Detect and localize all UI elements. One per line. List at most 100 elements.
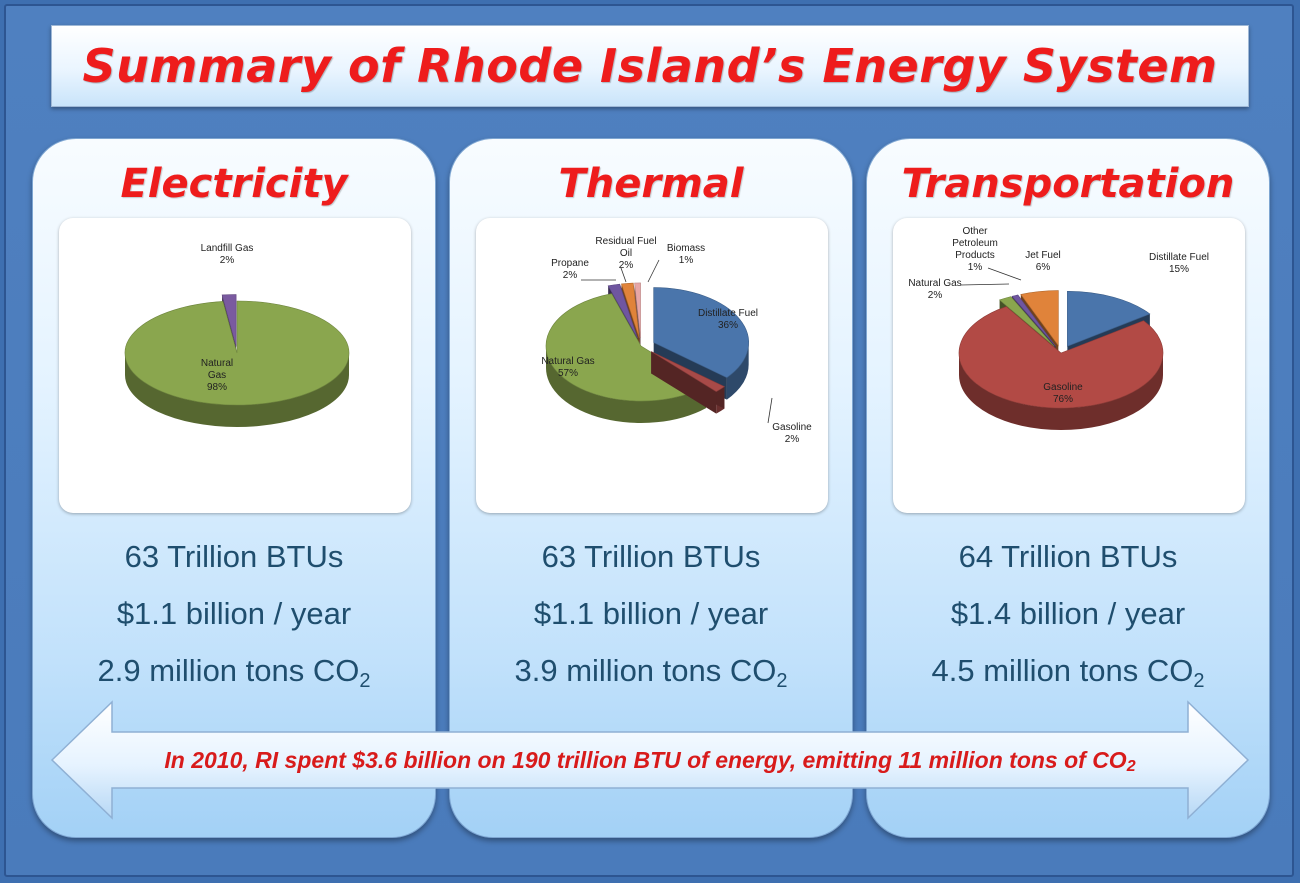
pie-slice-face <box>651 351 717 414</box>
stat-co2-subscript: 2 <box>776 670 788 692</box>
slice-label-line: 36% <box>718 320 738 331</box>
stat-cost: $1.4 billion / year <box>950 596 1186 631</box>
stat-co2-text: 2.9 million tons CO <box>97 653 360 688</box>
slice-label-line: 2% <box>928 290 943 301</box>
pie-slice-top <box>1011 294 1056 347</box>
slice-label-line: 2% <box>220 255 235 266</box>
pie-chart-electricity: Natural Gas 98% Landfill Gas 2% <box>124 243 350 427</box>
panel-title: Electricity <box>120 161 348 207</box>
slice-label-line: Landfill Gas <box>201 243 254 254</box>
stats-thermal: 63 Trillion BTUs $1.1 billion / year 3.9… <box>450 535 852 706</box>
pie-slice-natural-gas <box>124 300 350 427</box>
pie-slice-top <box>621 282 640 339</box>
pie-slice-top <box>607 283 638 339</box>
title-banner: Summary of Rhode Island’s Energy System <box>51 25 1249 107</box>
pie-slice-side <box>959 353 1163 430</box>
stat-cost: $1.1 billion / year <box>116 596 352 631</box>
panel-title: Transportation <box>901 161 1235 207</box>
stat-btu: 63 Trillion BTUs <box>124 539 344 574</box>
callout-line <box>960 283 1010 286</box>
slice-label-line: Jet Fuel <box>1025 250 1061 261</box>
slice-label-line: 1% <box>968 262 983 273</box>
stat-co2-subscript: 2 <box>359 670 371 692</box>
slice-label-line: Gasoline <box>772 422 812 433</box>
slice-label-biomass: Biomass 1% <box>667 243 705 266</box>
page-title: Summary of Rhode Island’s Energy System <box>82 39 1218 93</box>
slice-label-line: Residual Fuel <box>595 236 656 247</box>
slice-label-line: 2% <box>563 270 578 281</box>
pie-slice-side <box>546 346 707 423</box>
pie-slice-side <box>125 353 349 427</box>
slice-label-line: Propane <box>551 258 589 269</box>
stat-co2-subscript: 2 <box>1193 670 1205 692</box>
pie-slice-top <box>1067 290 1151 347</box>
slice-label-line: Gasoline <box>1043 382 1083 393</box>
slice-label-line: 1% <box>679 255 694 266</box>
summary-text: In 2010, RI spent $3.6 billion on 190 tr… <box>164 747 1127 773</box>
callout-line <box>647 259 660 283</box>
callout-line <box>767 397 773 424</box>
stat-co2-text: 3.9 million tons CO <box>514 653 777 688</box>
slice-label-residual-fuel-oil: Residual Fuel Oil 2% <box>595 236 656 271</box>
stat-btu: 63 Trillion BTUs <box>541 539 761 574</box>
slice-label-distillate-fuel: Distillate Fuel 15% <box>1149 252 1209 275</box>
slice-label-line: 6% <box>1036 262 1051 273</box>
pie-slice-side <box>726 342 749 400</box>
summary-arrow-text: In 2010, RI spent $3.6 billion on 190 tr… <box>50 742 1250 778</box>
slice-label-line: Natural <box>201 358 233 369</box>
slice-label-gasoline: Gasoline 2% <box>772 422 812 445</box>
stat-co2-text: 4.5 million tons CO <box>931 653 1194 688</box>
slice-label-jet-fuel: Jet Fuel 6% <box>1025 250 1061 273</box>
stat-cost: $1.1 billion / year <box>533 596 769 631</box>
chart-box-transportation: Distillate Fuel 15% Gasoline 76% Natural Gas… <box>893 218 1245 513</box>
panel-transportation: Transportation Distillate Fuel 15% Gasolin… <box>866 138 1270 838</box>
slice-label-line: Natural Gas <box>541 356 594 367</box>
slice-label-line: 57% <box>558 368 578 379</box>
pie-slice-top <box>958 306 1164 409</box>
slice-label-line: Petroleum <box>952 238 998 249</box>
slice-label-line: 2% <box>785 434 800 445</box>
slice-label-natural-gas: Natural Gas 57% <box>541 356 594 379</box>
slice-label-line: Biomass <box>667 243 705 254</box>
stat-co2: 4.5 million tons CO2 <box>867 649 1269 706</box>
slice-label-line: 15% <box>1169 264 1189 275</box>
stats-transportation: 64 Trillion BTUs $1.4 billion / year 4.5… <box>867 535 1269 706</box>
slice-label-line: 2% <box>619 260 634 271</box>
slice-label-line: Natural Gas <box>908 278 961 289</box>
chart-box-electricity: Natural Gas 98% Landfill Gas 2% <box>59 218 411 513</box>
slice-label-line: 76% <box>1053 394 1073 405</box>
panel-thermal: Thermal Distillate Fuel 36% Gasoline 2% Natu… <box>449 138 853 838</box>
panel-title: Thermal <box>558 161 744 207</box>
pie-chart-transportation: Distillate Fuel 15% Gasoline 76% Natural Gas… <box>908 226 1209 430</box>
stat-btu: 64 Trillion BTUs <box>958 539 1178 574</box>
double-arrow-icon <box>50 700 1250 820</box>
slice-label-line: Gas <box>208 370 226 381</box>
pie-chart-thermal: Distillate Fuel 36%Gasoline 2%Natural Gas 5… <box>541 236 812 445</box>
callout-line <box>987 267 1022 281</box>
slice-label-line: Distillate Fuel <box>698 308 758 319</box>
slice-label-gasoline: Gasoline 76% <box>1043 382 1083 405</box>
slice-label-propane: Propane 2% <box>551 258 589 281</box>
slice-label-distillate-fuel: Distillate Fuel 36% <box>698 308 758 331</box>
pie-slice-top <box>999 296 1055 347</box>
pie-slice-top <box>653 287 749 378</box>
slice-label-line: Distillate Fuel <box>1149 252 1209 263</box>
pie-slice-top <box>634 282 641 338</box>
slice-label-line: Other <box>962 226 988 237</box>
chart-box-thermal: Distillate Fuel 36% Gasoline 2% Natural Gas 5… <box>476 218 828 513</box>
slice-label-other-petroleum-products: Other Petroleum Products 1% <box>952 226 998 273</box>
slice-label-natural-gas: Natural Gas 2% <box>908 278 961 301</box>
stat-co2: 3.9 million tons CO2 <box>450 649 852 706</box>
slice-label-landfill-gas: Landfill Gas 2% <box>201 243 254 266</box>
slice-label-line: Oil <box>620 248 632 259</box>
pie-slice-top <box>124 300 350 406</box>
slice-label-line: Products <box>955 250 994 261</box>
pie-slice-top <box>651 351 725 392</box>
stats-electricity: 63 Trillion BTUs $1.1 billion / year 2.9… <box>33 535 435 706</box>
pie-slice-gasoline <box>958 306 1164 430</box>
stat-co2: 2.9 million tons CO2 <box>33 649 435 706</box>
slice-label-line: 98% <box>207 382 227 393</box>
callout-line <box>620 267 627 283</box>
slice-label-natural-gas: Natural Gas 98% <box>201 358 233 393</box>
pie-slice-gasoline <box>651 351 725 414</box>
